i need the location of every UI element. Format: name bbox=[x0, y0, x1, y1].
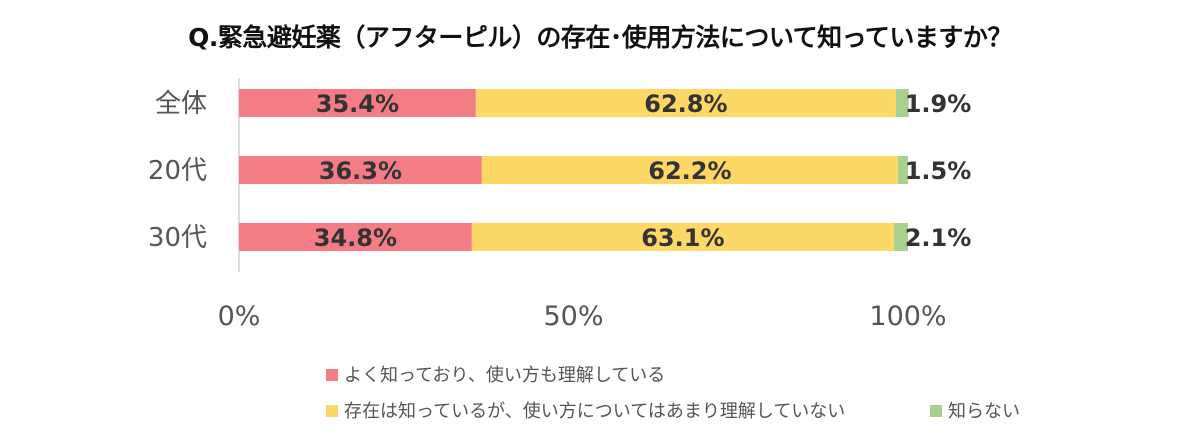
x-tick-label: 0% bbox=[218, 301, 261, 332]
x-tick-labels-group: 0% 50% 100% bbox=[218, 301, 947, 332]
legend-label: 知らない bbox=[948, 401, 1020, 422]
bar-segment bbox=[481, 156, 898, 184]
category-label: 全体 bbox=[155, 89, 207, 119]
bar-segment bbox=[893, 223, 908, 251]
legend-label: 存在は知っているが、使い方についてはあまり理解していない bbox=[344, 401, 845, 422]
data-label: 36.3% bbox=[319, 157, 402, 185]
category-label: 30代 bbox=[148, 223, 207, 253]
data-label: 62.8% bbox=[644, 90, 727, 118]
data-label: 63.1% bbox=[641, 224, 724, 252]
chart-title: Q.緊急避妊薬（アフターピル）の存在･使用方法について知っていますか？ bbox=[188, 23, 1012, 52]
bar-segment bbox=[897, 156, 908, 184]
legend-swatch bbox=[930, 405, 942, 417]
data-label: 1.5% bbox=[905, 157, 972, 185]
legend-label: よく知っており、使い方も理解している bbox=[344, 365, 665, 386]
x-tick-label: 50% bbox=[543, 301, 603, 332]
data-label: 62.2% bbox=[648, 157, 731, 185]
bar-segment bbox=[475, 89, 896, 117]
data-label: 2.1% bbox=[905, 224, 972, 252]
legend-swatch bbox=[326, 405, 338, 417]
legend-swatch bbox=[326, 369, 338, 381]
bar-segment bbox=[239, 89, 476, 117]
category-labels-group: 全体 20代 30代 bbox=[148, 89, 207, 253]
legend: よく知っており、使い方も理解している存在は知っているが、使い方についてはあまり理… bbox=[326, 365, 1020, 422]
bar-segment bbox=[239, 156, 482, 184]
bar-segment bbox=[895, 89, 909, 117]
bars-group bbox=[239, 89, 909, 251]
bar-segment bbox=[471, 223, 894, 251]
bar-segment bbox=[239, 223, 472, 251]
data-label: 1.9% bbox=[905, 90, 972, 118]
data-label: 34.8% bbox=[314, 224, 397, 252]
data-label: 35.4% bbox=[316, 90, 399, 118]
x-tick-label: 100% bbox=[869, 301, 946, 332]
data-labels-group: 35.4% 62.8% 1.9% 36.3% 62.2% 1.5% 34.8% 63.1% 2.… bbox=[314, 90, 972, 252]
category-label: 20代 bbox=[148, 156, 207, 186]
